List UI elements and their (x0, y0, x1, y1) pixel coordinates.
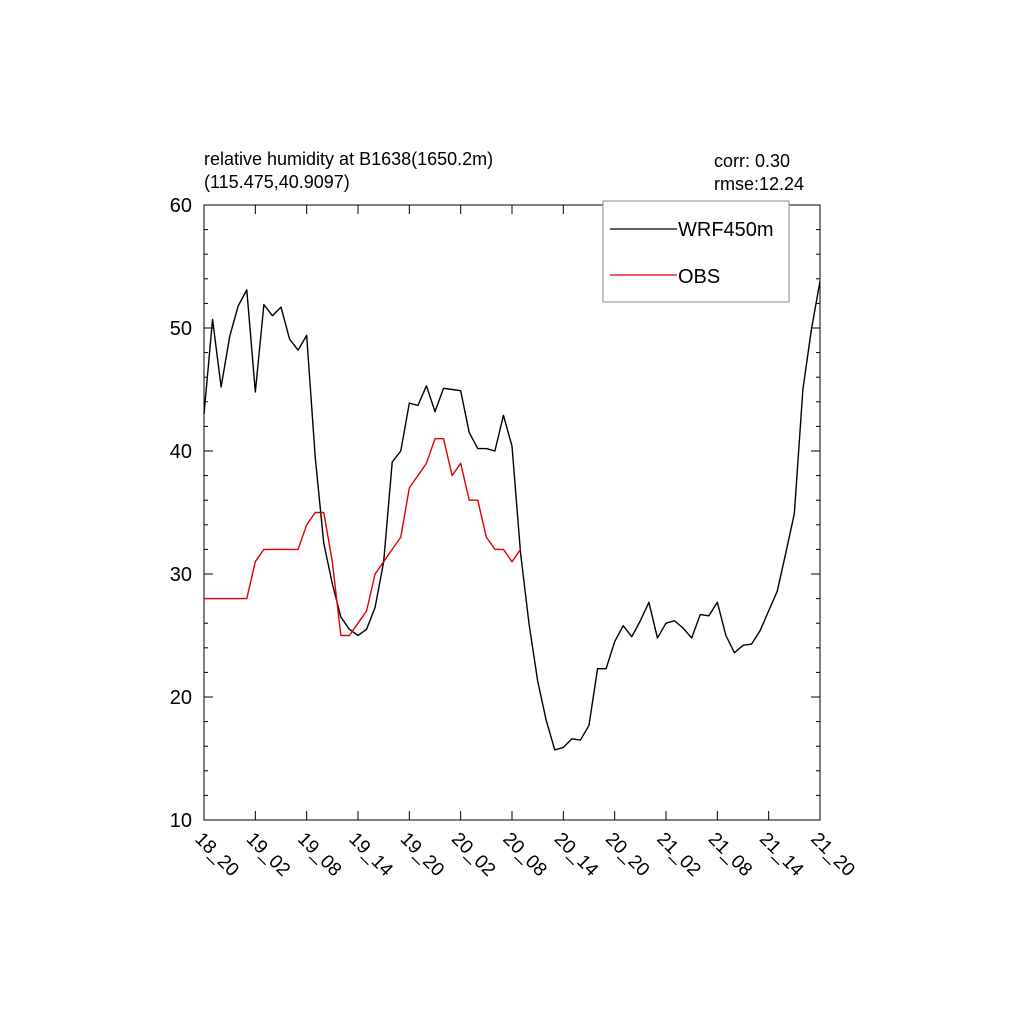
legend-label-wrf450m: WRF450m (678, 219, 774, 241)
x-tick-label: 20_02 (447, 829, 499, 881)
x-tick-label: 19_20 (396, 829, 448, 881)
y-tick-label: 10 (170, 810, 192, 832)
chart-title-line1: relative humidity at B1638(1650.2m) (204, 149, 493, 169)
x-tick-label: 21_20 (806, 829, 858, 881)
x-tick-label: 21_14 (755, 829, 808, 882)
y-tick-label: 20 (170, 687, 192, 709)
legend: WRF450m OBS (602, 200, 790, 303)
rmse-label: rmse:12.24 (714, 174, 804, 194)
x-tick-label: 21_02 (652, 829, 704, 881)
corr-label: corr: 0.30 (714, 151, 790, 171)
y-tick-label: 30 (170, 564, 192, 586)
y-tick-label: 40 (170, 441, 192, 463)
x-tick-label: 19_14 (344, 829, 397, 882)
y-tick-label: 60 (170, 195, 192, 217)
x-tick-label: 18_20 (190, 829, 242, 881)
x-tick-label: 19_02 (242, 829, 294, 881)
y-tick-label: 50 (170, 318, 192, 340)
x-tick-label: 19_08 (293, 829, 345, 881)
legend-label-obs: OBS (678, 266, 720, 288)
chart-title-line2: (115.475,40.9097) (204, 172, 350, 192)
series-line-obs (204, 438, 522, 637)
legend-box (602, 200, 790, 303)
x-tick-label: 20_08 (498, 829, 550, 881)
series-line-wrf450m (203, 281, 821, 751)
x-tick-label: 20_20 (601, 829, 653, 881)
x-tick-label: 20_14 (550, 829, 603, 882)
x-tick-label: 21_08 (704, 829, 756, 881)
x-axis: 18_20 19_02 19_08 19_14 19_20 20_02 20_08 20_14… (190, 205, 859, 882)
series-group (203, 281, 821, 751)
